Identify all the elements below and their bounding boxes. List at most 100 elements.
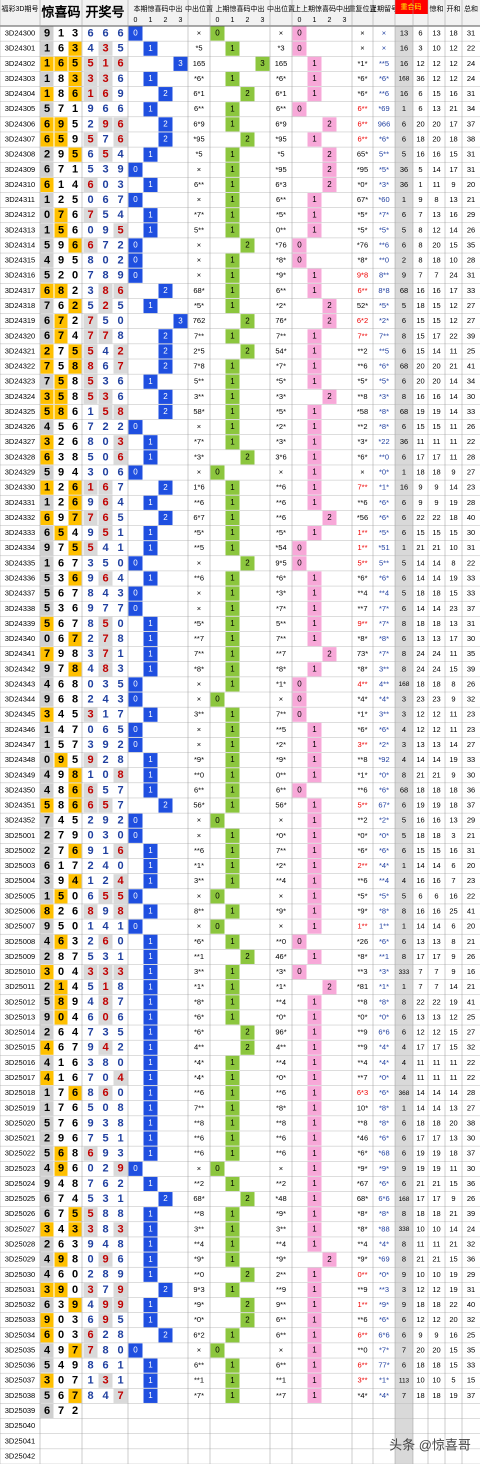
issue-id: 3D25002 xyxy=(5,846,35,855)
jx-digit: 4 xyxy=(44,421,51,433)
cell-text: × xyxy=(197,922,201,931)
cell-text: 11 xyxy=(450,710,458,719)
cell-text: **4 xyxy=(276,1058,286,1067)
cell-text: 18 xyxy=(449,513,457,522)
hit-count: 1 xyxy=(230,528,235,537)
issue-id: 3D24344 xyxy=(5,695,35,704)
cell-text: 26 xyxy=(467,1194,475,1203)
jx-digit: 7 xyxy=(44,360,50,372)
kj-digit: 5 xyxy=(87,451,93,463)
hit-count: 1 xyxy=(312,1240,317,1249)
cell-text: 7*8 xyxy=(193,362,204,371)
jx-digit: 3 xyxy=(44,875,50,887)
cell-text: 38 xyxy=(467,135,475,144)
cell-text: **4 xyxy=(379,589,389,598)
hit-cell xyxy=(322,162,337,177)
issue-id: 3D24333 xyxy=(5,528,35,537)
cell-text: 7** xyxy=(276,710,286,719)
cell-text: 165 xyxy=(275,59,288,68)
cell-text: 22 xyxy=(467,1058,475,1067)
cell-text: 6** xyxy=(276,104,286,113)
jx-digit: 5 xyxy=(44,618,50,630)
jx-digit: 2 xyxy=(58,497,64,509)
jx-digit: 1 xyxy=(44,1102,50,1114)
cell-text: *6* xyxy=(357,1149,367,1158)
cell-text: 23 xyxy=(467,710,475,719)
jx-digit: 7 xyxy=(58,663,64,675)
hit-count: 0 xyxy=(133,422,138,431)
hit-count: 1 xyxy=(312,1391,317,1400)
hit-cell xyxy=(173,56,188,71)
kj-cell-bg xyxy=(113,193,128,208)
hit-cell xyxy=(307,329,322,344)
issue-id: 3D24321 xyxy=(5,346,35,355)
kj-digit: 0 xyxy=(117,1057,123,1069)
jx-digit: 3 xyxy=(72,1223,78,1235)
cell-text: 12 xyxy=(449,74,457,83)
cell-text: 14 xyxy=(432,604,440,613)
header-cell: 上期留号 xyxy=(370,4,398,13)
issue-id: 3D24343 xyxy=(5,679,35,688)
cell-text: 21 xyxy=(416,543,424,552)
cell-text: 11 xyxy=(450,437,458,446)
cell-text: 20 xyxy=(467,861,475,870)
issue-id: 3D25033 xyxy=(5,1315,35,1324)
kj-digit: 6 xyxy=(102,572,108,584)
cell-text: 3** xyxy=(379,710,389,719)
hit-cell xyxy=(143,102,158,117)
hit-cell xyxy=(128,193,143,208)
cell-text: 6 xyxy=(451,922,455,931)
cell-text: 9 xyxy=(451,770,455,779)
cell-text: 168 xyxy=(399,1196,410,1203)
kj-cell-bg xyxy=(98,329,113,344)
cell-text: 21 xyxy=(432,770,440,779)
hit-count: 1 xyxy=(230,1391,235,1400)
cell-text: 33 xyxy=(467,407,475,416)
jx-digit: 6 xyxy=(44,527,50,539)
jx-digit: 2 xyxy=(44,149,50,161)
kj-digit: 5 xyxy=(87,345,93,357)
cell-text: *51 xyxy=(378,543,389,552)
cell-text: × xyxy=(197,679,201,688)
cell-text: 24 xyxy=(432,664,440,673)
cell-text: *6* xyxy=(379,937,389,946)
cell-text: 13 xyxy=(432,1012,440,1021)
hit-count: 0 xyxy=(297,29,302,38)
cell-text: 19 xyxy=(432,1164,440,1173)
kj-digit: 7 xyxy=(117,482,123,494)
cell-text: 20 xyxy=(432,119,440,128)
hit-count: 1 xyxy=(148,210,153,219)
issue-id: 3D25003 xyxy=(5,861,35,870)
hit-count: 1 xyxy=(312,952,317,961)
jx-cell-bg xyxy=(54,162,68,177)
jx-digit: 6 xyxy=(58,633,64,645)
cell-text: 12 xyxy=(432,710,440,719)
kj-digit: 7 xyxy=(102,239,108,251)
jx-cell-bg xyxy=(40,71,54,87)
hit-count: 1 xyxy=(312,997,317,1006)
header-cell: 重合码 xyxy=(401,2,422,11)
cell-text: 3** xyxy=(357,1376,367,1385)
kj-digit: 9 xyxy=(102,1299,108,1311)
cell-text: × xyxy=(197,891,201,900)
kj-cell-bg xyxy=(98,117,113,132)
hit-count: 1 xyxy=(148,1361,153,1370)
kj-digit: 8 xyxy=(117,981,123,993)
cell-text: **0 xyxy=(276,937,286,946)
jx-digit: 9 xyxy=(44,693,50,705)
cell-text: 56* xyxy=(193,801,204,810)
jx-digit: 6 xyxy=(72,421,78,433)
cell-text: 15 xyxy=(432,846,440,855)
cell-text: *3* xyxy=(357,437,367,446)
issue-id: 3D25019 xyxy=(5,1103,35,1112)
hit-cell xyxy=(128,268,143,283)
jx-digit: 1 xyxy=(44,73,50,85)
cell-text: 12 xyxy=(449,1012,457,1021)
cell-text: **2 xyxy=(357,346,367,355)
cell-text: 5 xyxy=(402,589,406,598)
cell-text: 20 xyxy=(432,362,440,371)
jx-cell-bg xyxy=(54,147,68,162)
cell-text: *2* xyxy=(379,816,389,825)
cell-text: 67* xyxy=(378,801,389,810)
issue-id: 3D24314 xyxy=(5,240,35,249)
